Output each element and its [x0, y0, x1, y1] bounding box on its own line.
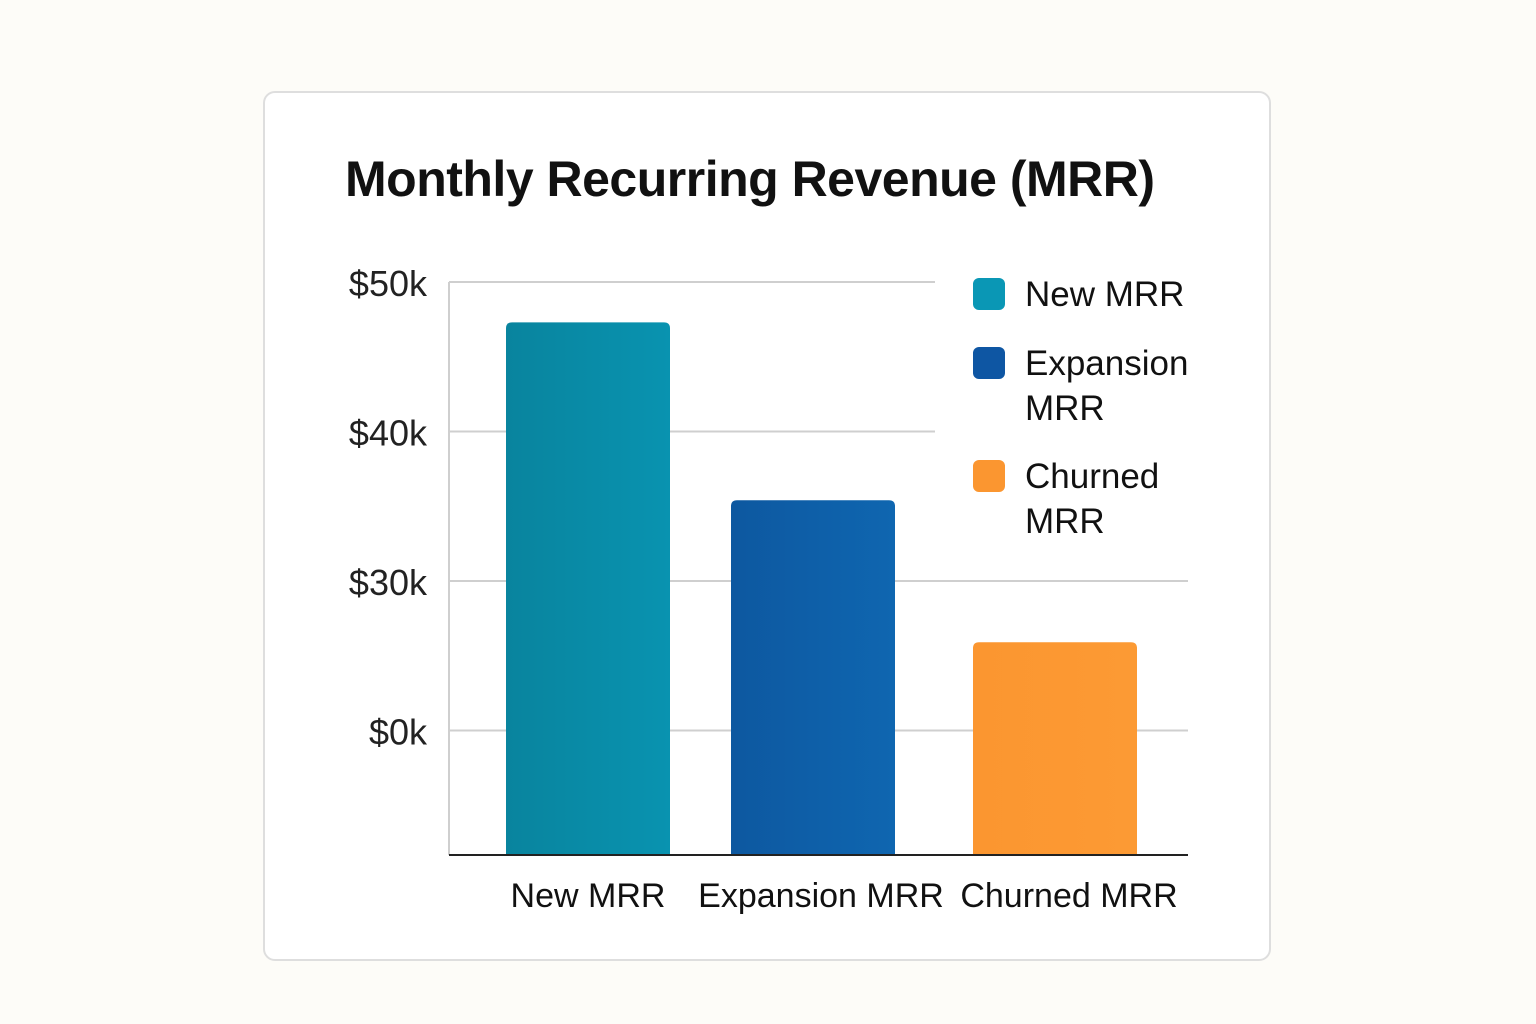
bar-expansion-mrr — [731, 500, 895, 855]
legend-swatch — [973, 278, 1005, 310]
legend-swatch — [973, 460, 1005, 492]
legend-label: New MRR — [1025, 275, 1185, 314]
legend-label: Churned MRR — [1025, 457, 1160, 541]
chart-title: Monthly Recurring Revenue (MRR) — [345, 151, 1155, 207]
legend-item-expansion-mrr: Expansion MRR — [973, 341, 1195, 431]
y-tick-label: $0k — [369, 712, 428, 753]
legend-swatch — [973, 347, 1005, 379]
y-tick-label: $50k — [349, 263, 428, 304]
legend-item-new-mrr: New MRR — [973, 272, 1195, 317]
legend-item-churned-mrr: Churned MRR — [973, 454, 1195, 544]
y-tick-label: $30k — [349, 562, 428, 603]
bar-new-mrr — [506, 322, 670, 855]
x-tick-label: Churned MRR — [960, 877, 1177, 915]
bar-churned-mrr — [973, 642, 1137, 855]
legend-label: Expansion MRR — [1025, 344, 1189, 428]
x-tick-label: Expansion MRR — [698, 877, 944, 915]
y-tick-label: $40k — [349, 413, 428, 454]
x-tick-label: New MRR — [511, 877, 666, 915]
legend: New MRR Expansion MRR Churned MRR — [935, 268, 1197, 548]
